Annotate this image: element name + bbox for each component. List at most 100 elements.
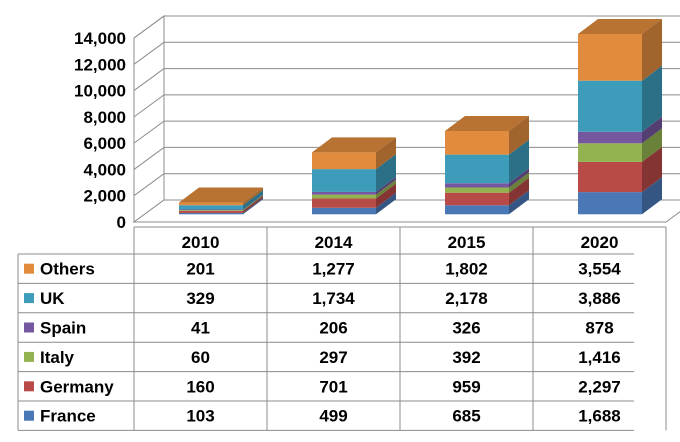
data-label: 60 — [191, 348, 210, 367]
gridline-side — [133, 147, 165, 170]
bar-side-others — [642, 18, 662, 81]
bar-side-italy — [509, 172, 529, 193]
bar-segment-france — [578, 192, 642, 215]
y-tick-label: 8,000 — [83, 108, 126, 127]
data-label: 1,277 — [312, 260, 355, 279]
bar-segment-france — [445, 205, 509, 215]
bar-segment-spain — [578, 131, 642, 144]
data-label: 685 — [452, 407, 480, 426]
bar-side-france — [642, 177, 662, 215]
bar-stack-2010 — [179, 187, 263, 215]
bar-side-germany — [243, 195, 263, 213]
y-axis: 0 2,000 4,000 6,000 8,000 10,000 12,000 14,000 — [74, 29, 126, 232]
legend-key-others — [24, 263, 34, 274]
y-tick-label: 4,000 — [83, 160, 126, 179]
data-label: 2,297 — [578, 377, 621, 396]
gridline-side — [133, 120, 165, 144]
bar-side-spain — [642, 116, 662, 144]
bar-segment-uk — [578, 80, 642, 132]
data-label: 1,802 — [445, 260, 488, 279]
data-label: 326 — [452, 319, 480, 338]
y-tick-label: 10,000 — [74, 82, 126, 101]
legend-key-spain — [24, 322, 34, 333]
bar-segment-uk — [312, 169, 376, 192]
data-label: 1,416 — [578, 348, 621, 367]
data-label: 1,688 — [578, 407, 621, 426]
data-label: 103 — [186, 407, 214, 426]
bar-side-uk — [509, 139, 529, 184]
bar-side-france — [376, 192, 396, 215]
bar-segment-germany — [578, 161, 642, 193]
legend-key-france — [24, 410, 34, 421]
side-wall — [133, 15, 165, 223]
x-tick-label: 2020 — [581, 233, 619, 252]
data-label: 1,734 — [312, 289, 355, 308]
bar-stack-2015 — [445, 115, 529, 215]
bar-side-uk — [642, 65, 662, 132]
bar-segment-germany — [179, 210, 243, 213]
bar-side-italy — [243, 195, 263, 211]
data-table: 2010 2014 2015 2020 Others 201 1,277 1,802 3,554… — [17, 226, 667, 431]
bar-side-italy — [376, 179, 396, 199]
floor — [132, 199, 680, 223]
data-label: 297 — [319, 348, 347, 367]
legend-key-germany — [24, 381, 34, 392]
bar-top-2014 — [312, 137, 396, 153]
bar-top-2020 — [578, 18, 662, 34]
bar-side-france — [243, 197, 263, 215]
x-tick-label: 2015 — [448, 233, 486, 252]
bar-stack-2020 — [578, 18, 662, 215]
bar-side-uk — [376, 154, 396, 192]
legend-label-france: France — [40, 407, 96, 426]
bar-side-others — [243, 187, 263, 206]
bar-side-spain — [243, 194, 263, 211]
bar-side-uk — [243, 190, 263, 210]
bar-side-others — [509, 115, 529, 155]
bar-side-others — [376, 137, 396, 170]
bar-top-2015 — [445, 115, 529, 131]
bar-segment-others — [445, 130, 509, 155]
legend-label-uk: UK — [40, 289, 65, 308]
legend-label-spain: Spain — [40, 319, 86, 338]
data-label: 701 — [319, 377, 347, 396]
y-tick-label: 12,000 — [74, 55, 126, 74]
gridline-side — [133, 68, 165, 91]
bar-segment-spain — [445, 183, 509, 188]
bar-segment-others — [312, 152, 376, 170]
bar-top-2010 — [179, 187, 263, 203]
y-tick-label: 0 — [117, 213, 126, 232]
gridline-side — [133, 94, 165, 118]
data-label: 201 — [186, 260, 214, 279]
data-label: 160 — [186, 377, 214, 396]
y-tick-label: 2,000 — [83, 187, 126, 206]
data-label: 3,886 — [578, 289, 621, 308]
bar-segment-spain — [179, 209, 243, 211]
bar-segment-uk — [445, 154, 509, 184]
bar-segment-others — [578, 33, 642, 81]
bar-side-germany — [376, 183, 396, 208]
gridline-side — [133, 15, 165, 39]
bar-segment-italy — [179, 210, 243, 211]
gridline-side — [133, 173, 165, 197]
bar-segment-others — [179, 202, 243, 206]
data-label: 206 — [319, 319, 347, 338]
legend-key-italy — [24, 351, 34, 362]
bar-side-spain — [376, 176, 396, 195]
data-label: 392 — [452, 348, 480, 367]
bar-segment-germany — [312, 198, 376, 208]
legend-label-italy: Italy — [40, 348, 75, 367]
data-label: 329 — [186, 289, 214, 308]
x-tick-label: 2014 — [315, 233, 353, 252]
bar-side-spain — [509, 168, 529, 188]
x-tick-label: 2010 — [182, 233, 220, 252]
bar-segment-uk — [179, 205, 243, 210]
data-label: 2,178 — [445, 289, 488, 308]
data-label: 499 — [319, 407, 347, 426]
legend-label-germany: Germany — [40, 377, 114, 396]
bar-segment-italy — [445, 187, 509, 193]
bar-side-germany — [642, 146, 662, 193]
y-tick-label: 6,000 — [83, 134, 126, 153]
bar-segment-france — [179, 212, 243, 215]
data-label: 959 — [452, 377, 480, 396]
bar-segment-spain — [312, 191, 376, 195]
